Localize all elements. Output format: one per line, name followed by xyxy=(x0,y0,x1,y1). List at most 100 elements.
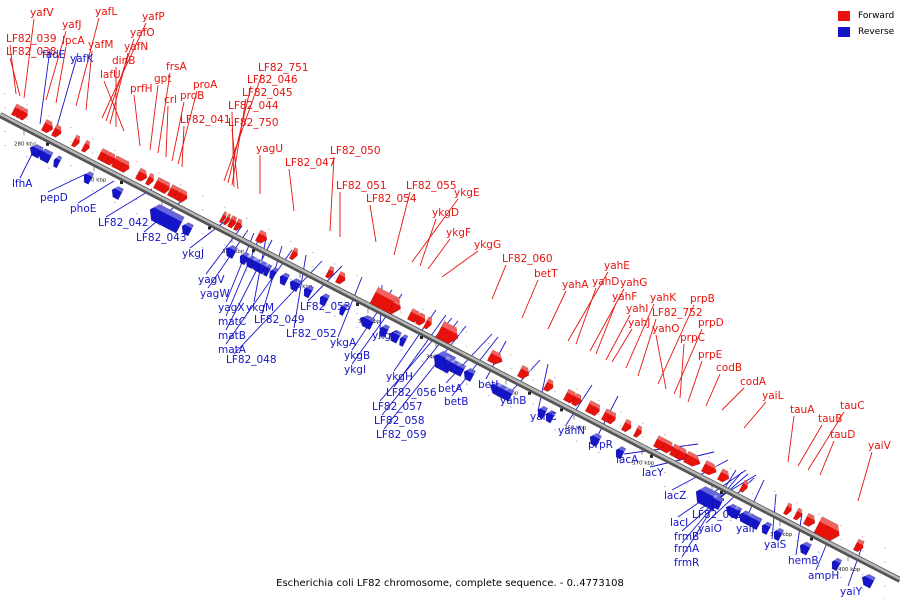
reverse-gene-label[interactable]: LF82_048 xyxy=(226,354,277,366)
forward-gene-label[interactable]: LF82_044 xyxy=(228,100,279,112)
forward-gene-label[interactable]: LF82_054 xyxy=(366,193,417,205)
reverse-gene-label[interactable]: betB xyxy=(444,396,468,408)
forward-gene-label[interactable]: yahJ xyxy=(628,317,650,329)
forward-gene-label[interactable]: yafM xyxy=(88,39,113,51)
reverse-gene-label[interactable]: betI xyxy=(478,379,498,391)
forward-gene-label[interactable]: yahD xyxy=(592,276,619,288)
forward-gene-feature[interactable] xyxy=(632,424,645,438)
forward-gene-label[interactable]: yahK xyxy=(650,292,677,304)
forward-gene-feature[interactable] xyxy=(134,167,150,183)
reverse-gene-label[interactable]: phoE xyxy=(70,203,96,215)
forward-gene-label[interactable]: prpE xyxy=(698,349,722,361)
forward-gene-feature[interactable] xyxy=(606,411,619,425)
reverse-gene-label[interactable]: LF82_052 xyxy=(286,328,337,340)
reverse-gene-label[interactable]: LF82_057 xyxy=(372,401,423,413)
forward-gene-feature[interactable] xyxy=(118,159,132,174)
forward-gene-label[interactable]: yaiL xyxy=(762,390,784,402)
reverse-gene-feature[interactable] xyxy=(109,184,124,201)
forward-gene-feature[interactable] xyxy=(254,229,270,245)
forward-gene-feature[interactable] xyxy=(852,538,866,553)
reverse-gene-label[interactable]: yaiO xyxy=(698,523,722,535)
reverse-gene-feature[interactable] xyxy=(723,501,740,519)
forward-gene-label[interactable]: LF82_038 xyxy=(6,46,57,58)
reverse-gene-feature[interactable] xyxy=(759,520,773,536)
legend-reverse[interactable]: Reverse xyxy=(838,24,894,40)
forward-gene-label[interactable]: yahE xyxy=(604,260,630,272)
forward-gene-feature[interactable] xyxy=(228,216,239,229)
forward-gene-feature[interactable] xyxy=(388,298,402,313)
reverse-gene-feature[interactable] xyxy=(397,333,409,348)
forward-gene-label[interactable]: yahA xyxy=(562,279,589,291)
forward-gene-label[interactable]: LF82_051 xyxy=(336,180,387,192)
reverse-gene-label[interactable]: matB xyxy=(218,330,246,342)
reverse-gene-label[interactable]: lacI xyxy=(670,517,688,529)
forward-gene-label[interactable]: tauC xyxy=(840,400,865,412)
forward-gene-feature[interactable] xyxy=(682,450,703,469)
forward-gene-label[interactable]: LF82_751 xyxy=(258,62,309,74)
reverse-gene-feature[interactable] xyxy=(287,276,302,293)
legend-forward[interactable]: Forward xyxy=(838,8,894,24)
forward-gene-feature[interactable] xyxy=(700,460,720,477)
reverse-gene-feature[interactable] xyxy=(81,170,95,185)
forward-gene-label[interactable]: tauD xyxy=(830,429,855,441)
reverse-gene-label[interactable]: lacY xyxy=(642,467,664,479)
forward-gene-label[interactable]: prpD xyxy=(698,317,724,329)
forward-gene-label[interactable]: LF82_050 xyxy=(330,145,381,157)
forward-gene-feature[interactable] xyxy=(70,134,83,148)
reverse-gene-feature[interactable] xyxy=(731,505,743,520)
reverse-gene-label[interactable]: LF82_042 xyxy=(98,217,149,229)
forward-gene-label[interactable]: yafN xyxy=(124,41,148,53)
forward-gene-label[interactable]: prpB xyxy=(690,293,715,305)
reverse-gene-feature[interactable] xyxy=(859,572,876,589)
forward-gene-feature[interactable] xyxy=(18,107,31,121)
forward-gene-label[interactable]: codB xyxy=(716,362,742,374)
forward-gene-label[interactable]: tauA xyxy=(790,404,815,416)
reverse-gene-label[interactable]: ykgB xyxy=(344,350,370,362)
reverse-gene-feature[interactable] xyxy=(587,431,602,448)
forward-gene-feature[interactable] xyxy=(104,152,118,166)
reverse-gene-feature[interactable] xyxy=(709,494,724,511)
forward-gene-feature[interactable] xyxy=(50,124,64,139)
reverse-gene-label[interactable]: yahN xyxy=(558,425,585,437)
forward-gene-feature[interactable] xyxy=(222,213,233,226)
reverse-gene-feature[interactable] xyxy=(771,526,785,542)
reverse-gene-feature[interactable] xyxy=(255,259,269,275)
reverse-gene-label[interactable]: ykgM xyxy=(246,302,274,314)
reverse-gene-label[interactable]: yahC xyxy=(530,411,557,423)
forward-gene-feature[interactable] xyxy=(660,439,676,455)
reverse-gene-label[interactable]: ykgJ xyxy=(182,248,204,260)
reverse-gene-feature[interactable] xyxy=(535,404,549,420)
forward-gene-label[interactable]: LF82_039 xyxy=(6,33,57,45)
forward-gene-label[interactable]: yafL xyxy=(95,6,117,18)
reverse-gene-label[interactable]: ykgH xyxy=(386,371,413,383)
forward-gene-feature[interactable] xyxy=(738,479,751,493)
reverse-gene-feature[interactable] xyxy=(146,201,185,234)
forward-gene-label[interactable]: LF82_046 xyxy=(247,74,298,86)
reverse-gene-label[interactable]: yafK xyxy=(70,53,94,65)
reverse-gene-label[interactable]: LF82_053 xyxy=(300,301,351,313)
forward-gene-label[interactable]: ykgG xyxy=(474,239,501,251)
forward-gene-feature[interactable] xyxy=(334,270,348,285)
forward-gene-feature[interactable] xyxy=(813,516,844,544)
forward-gene-label[interactable]: LF82_752 xyxy=(652,307,703,319)
reverse-gene-label[interactable]: hemB xyxy=(788,555,819,567)
reverse-gene-feature[interactable] xyxy=(543,408,557,424)
reverse-gene-label[interactable]: yaiP xyxy=(736,523,758,535)
forward-gene-label[interactable]: crl xyxy=(164,94,177,106)
reverse-gene-label[interactable]: LF82_061 xyxy=(692,509,743,521)
forward-gene-label[interactable]: yahF xyxy=(612,291,637,303)
forward-gene-feature[interactable] xyxy=(435,321,462,346)
reverse-gene-label[interactable]: yahB xyxy=(500,395,527,407)
reverse-gene-feature[interactable] xyxy=(453,362,467,377)
reverse-gene-feature[interactable] xyxy=(261,263,273,277)
reverse-gene-label[interactable]: frmR xyxy=(674,557,699,569)
reverse-gene-label[interactable]: lacA xyxy=(616,454,639,466)
forward-gene-label[interactable]: LF82_055 xyxy=(406,180,457,192)
reverse-gene-feature[interactable] xyxy=(277,271,291,287)
forward-gene-label[interactable]: ykgF xyxy=(446,227,471,239)
forward-gene-label[interactable]: yahI xyxy=(626,303,648,315)
reverse-gene-label[interactable]: yagX xyxy=(218,302,245,314)
forward-gene-label[interactable]: ykgE xyxy=(454,187,480,199)
forward-gene-label[interactable]: LF82_045 xyxy=(242,87,293,99)
forward-gene-feature[interactable] xyxy=(620,418,634,433)
